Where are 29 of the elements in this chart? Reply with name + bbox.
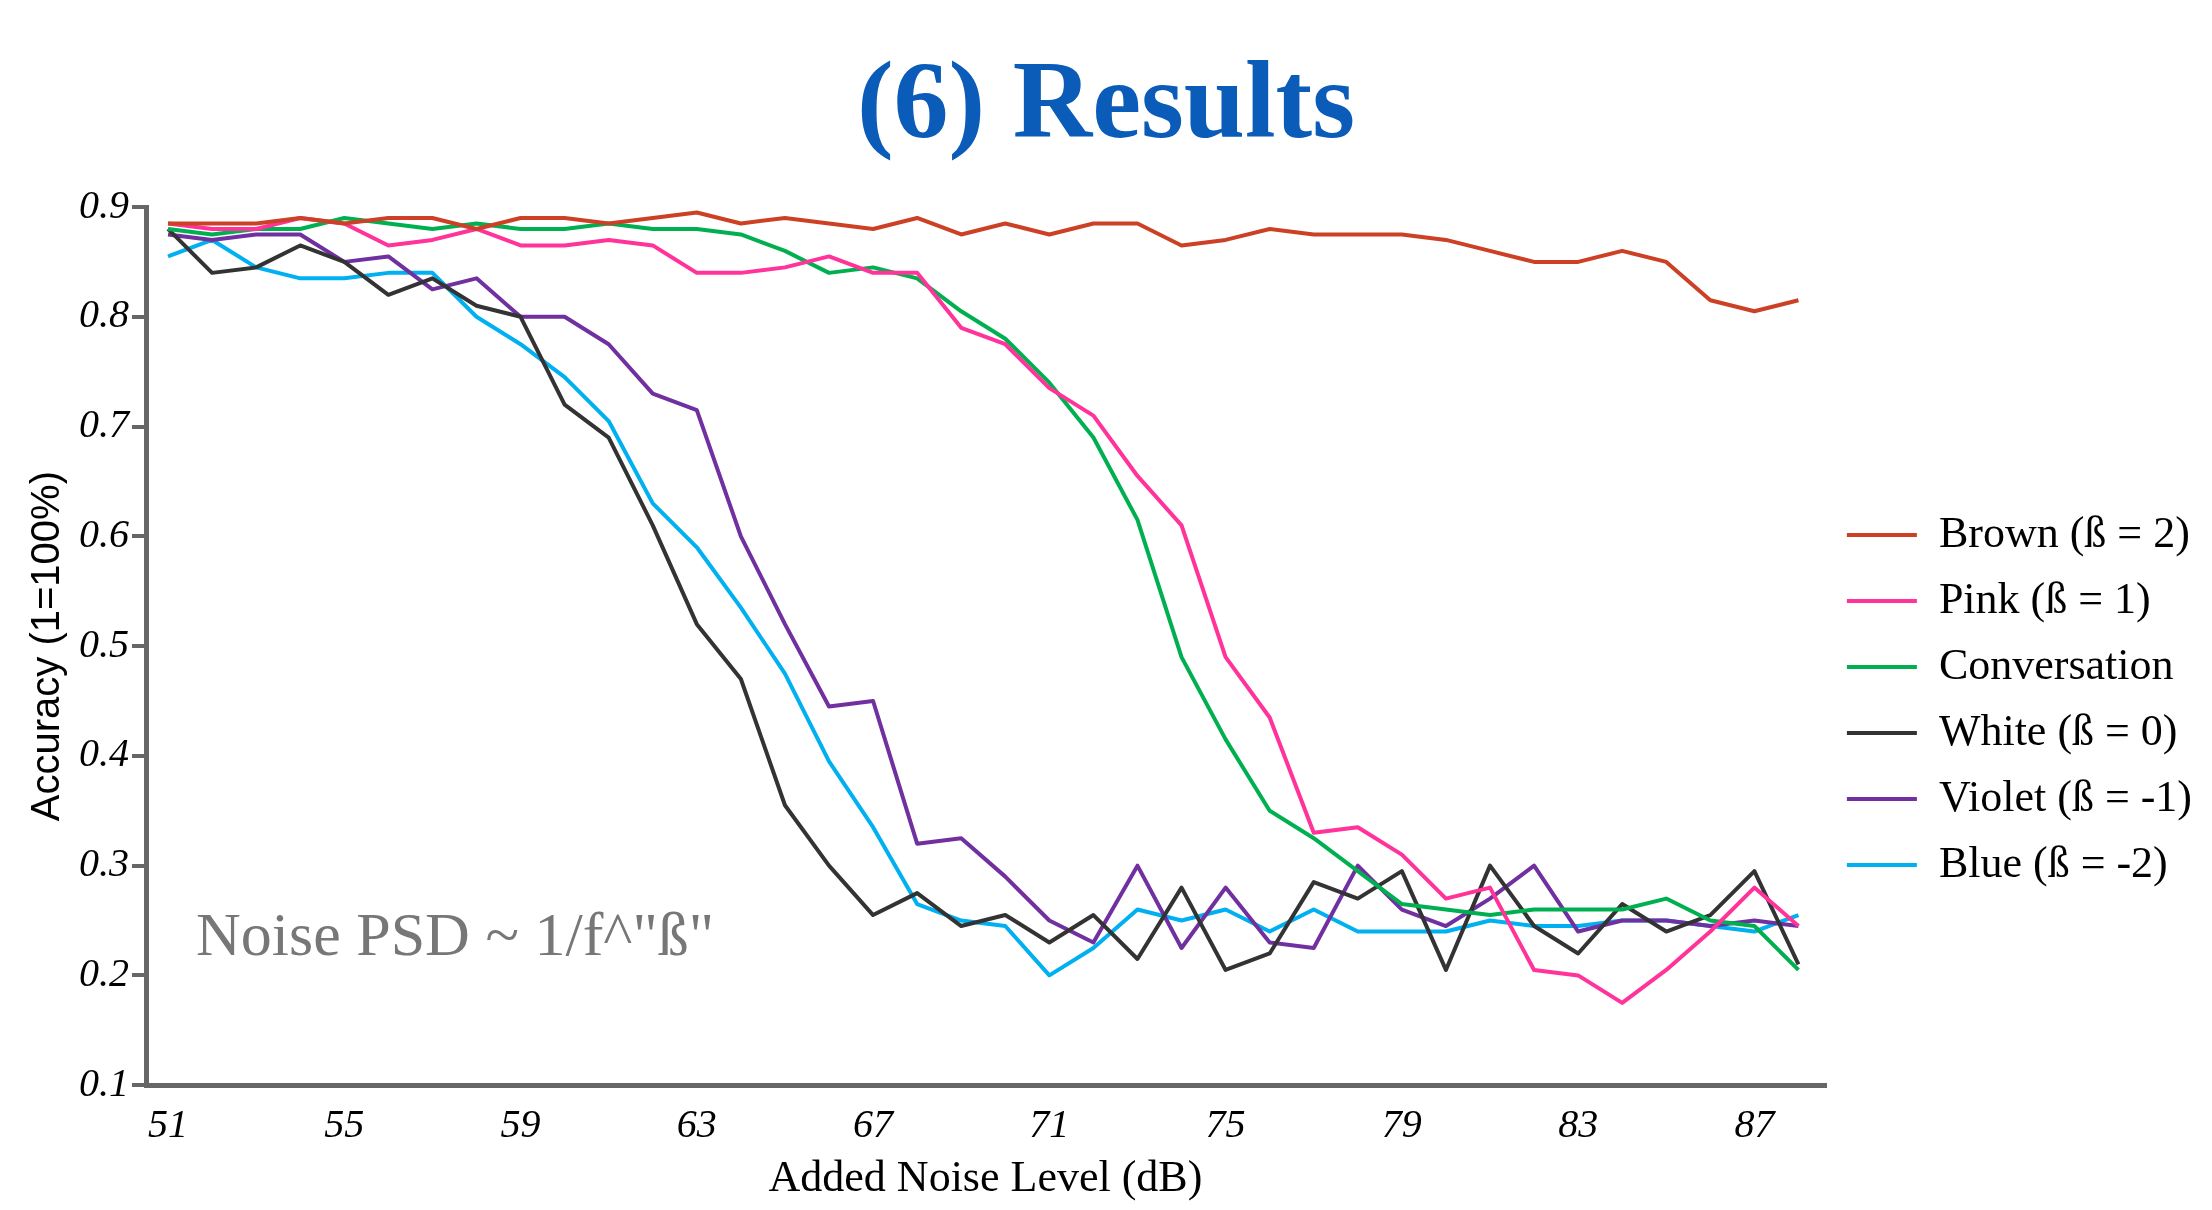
y-tick-label: 0.3 <box>79 840 129 886</box>
x-tick-label: 55 <box>324 1100 365 1146</box>
legend-label: White (ß = 0) <box>1938 705 2178 755</box>
y-tick-label: 0.6 <box>79 510 129 556</box>
chart-title: (6) Results <box>856 39 1356 161</box>
x-tick-label: 87 <box>1734 1100 1777 1146</box>
x-tick-label: 71 <box>1029 1100 1070 1146</box>
x-tick-label: 67 <box>853 1100 896 1146</box>
legend-label: Violet (ß = -1) <box>1938 771 2192 821</box>
y-tick-label: 0.1 <box>79 1059 129 1105</box>
y-tick-label: 0.9 <box>79 181 129 227</box>
y-axis-title: Accuracy (1=100%) <box>23 471 68 822</box>
x-tick-label: 51 <box>148 1100 189 1146</box>
legend-label: Conversation <box>1938 639 2174 689</box>
y-tick-label: 0.2 <box>79 949 129 995</box>
annotation: Noise PSD ~ 1/f^"ß" <box>196 900 715 969</box>
legend-label: Pink (ß = 1) <box>1938 573 2151 623</box>
y-tick-label: 0.7 <box>79 401 131 447</box>
x-axis-title: Added Noise Level (dB) <box>768 1152 1203 1202</box>
x-tick-label: 75 <box>1205 1100 1246 1146</box>
x-tick-label: 83 <box>1558 1100 1599 1146</box>
legend-label: Brown (ß = 2) <box>1938 507 2190 557</box>
x-tick-label: 79 <box>1381 1100 1422 1146</box>
y-tick-label: 0.4 <box>79 730 129 776</box>
y-tick-label: 0.8 <box>79 291 129 337</box>
y-tick-label: 0.5 <box>79 620 129 666</box>
x-tick-label: 59 <box>500 1100 541 1146</box>
x-tick-label: 63 <box>676 1100 717 1146</box>
legend-label: Blue (ß = -2) <box>1938 837 2168 887</box>
